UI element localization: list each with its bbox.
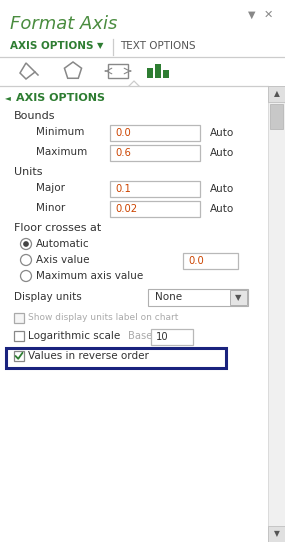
FancyBboxPatch shape [151, 329, 193, 345]
FancyBboxPatch shape [14, 313, 24, 323]
Text: Auto: Auto [210, 184, 234, 194]
Text: ▼: ▼ [248, 10, 256, 20]
Text: Bounds: Bounds [14, 111, 56, 121]
Text: Major: Major [36, 183, 65, 193]
Text: 0.0: 0.0 [115, 128, 131, 138]
Text: 0.0: 0.0 [188, 256, 204, 266]
Text: Auto: Auto [210, 128, 234, 138]
Circle shape [21, 255, 32, 266]
Text: Base: Base [128, 331, 152, 341]
Text: ▼: ▼ [235, 293, 242, 302]
Circle shape [21, 270, 32, 281]
Text: Units: Units [14, 167, 42, 177]
Text: 0.02: 0.02 [115, 204, 137, 214]
FancyBboxPatch shape [268, 526, 285, 542]
Text: Show display units label on chart: Show display units label on chart [28, 313, 178, 322]
FancyBboxPatch shape [268, 86, 285, 542]
Text: Automatic: Automatic [36, 239, 89, 249]
FancyBboxPatch shape [268, 86, 285, 102]
Text: Format Axis: Format Axis [10, 15, 117, 33]
FancyBboxPatch shape [183, 253, 238, 269]
FancyBboxPatch shape [110, 201, 200, 217]
Text: Display units: Display units [14, 292, 82, 302]
Text: Axis value: Axis value [36, 255, 89, 265]
Text: AXIS OPTIONS: AXIS OPTIONS [16, 93, 105, 103]
Text: Values in reverse order: Values in reverse order [28, 351, 149, 361]
Text: ▼: ▼ [274, 530, 279, 539]
Text: TEXT OPTIONS: TEXT OPTIONS [120, 41, 196, 51]
Circle shape [21, 238, 32, 249]
Text: 0.1: 0.1 [115, 184, 131, 194]
FancyBboxPatch shape [110, 145, 200, 161]
Text: Minor: Minor [36, 203, 65, 213]
Text: 0.6: 0.6 [115, 148, 131, 158]
Text: Auto: Auto [210, 204, 234, 214]
Text: Floor crosses at: Floor crosses at [14, 223, 101, 233]
Text: AXIS OPTIONS: AXIS OPTIONS [10, 41, 93, 51]
Text: Logarithmic scale: Logarithmic scale [28, 331, 120, 341]
Text: Maximum: Maximum [36, 147, 87, 157]
Text: 10: 10 [156, 332, 169, 342]
FancyBboxPatch shape [110, 125, 200, 141]
Text: Auto: Auto [210, 148, 234, 158]
FancyBboxPatch shape [110, 181, 200, 197]
Text: Minimum: Minimum [36, 127, 84, 137]
FancyBboxPatch shape [14, 331, 24, 341]
FancyBboxPatch shape [148, 289, 248, 306]
Text: ▼: ▼ [97, 42, 103, 50]
FancyBboxPatch shape [108, 64, 128, 78]
Text: ◄: ◄ [5, 94, 11, 102]
FancyBboxPatch shape [147, 68, 153, 78]
FancyBboxPatch shape [270, 104, 283, 129]
Text: None: None [155, 293, 182, 302]
FancyBboxPatch shape [14, 351, 24, 361]
FancyBboxPatch shape [163, 70, 169, 78]
FancyBboxPatch shape [0, 86, 268, 542]
Circle shape [23, 241, 29, 247]
FancyBboxPatch shape [230, 290, 247, 305]
Text: Maximum axis value: Maximum axis value [36, 271, 143, 281]
Text: ✕: ✕ [263, 10, 273, 20]
Text: ▲: ▲ [274, 89, 279, 99]
FancyBboxPatch shape [155, 64, 161, 78]
